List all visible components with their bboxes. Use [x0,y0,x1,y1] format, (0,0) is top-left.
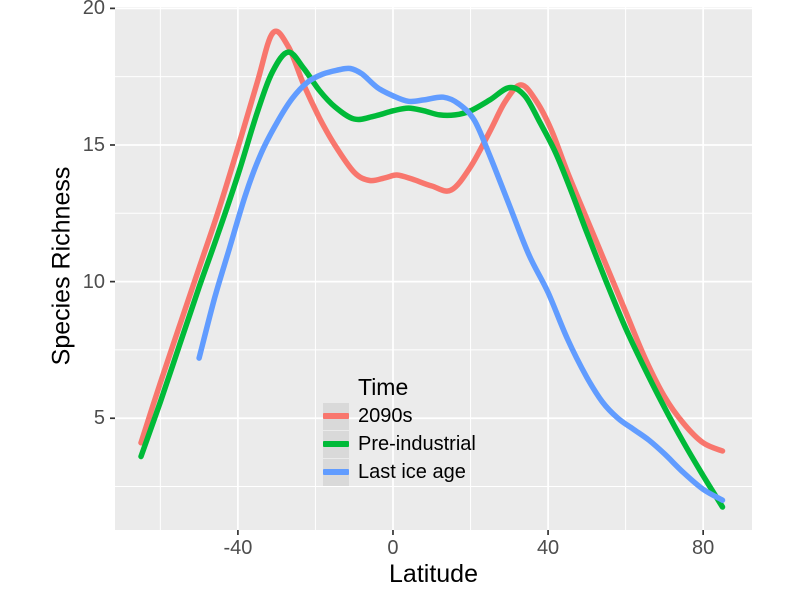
legend-label: Last ice age [358,460,466,483]
curve-last-ice-age [196,65,726,503]
y-tick-label: 15 [82,133,105,156]
legend-key-pre-industrial [323,430,349,458]
legend-item-pre-industrial: Pre-industrial [323,430,476,458]
legend-label: 2090s [358,404,413,427]
legend-line-icon [323,469,349,475]
y-tick-label: 20 [82,0,105,20]
x-tick-label: -40 [223,537,253,559]
legend-key-2090s [323,402,349,430]
y-tick-label: 5 [93,407,105,430]
x-tick-label: 80 [692,537,715,559]
x-tick-label: 40 [536,537,560,559]
curve-2090s [138,28,726,454]
legend: Time 2090s Pre-industrial Last ice age [323,374,476,486]
legend-label: Pre-industrial [358,432,476,455]
y-axis-title: Species Richness [47,166,76,366]
x-tick-label: 0 [387,537,399,559]
legend-item-last-ice-age: Last ice age [323,458,476,486]
legend-item-2090s: 2090s [323,402,476,430]
legend-line-icon [323,441,349,447]
x-axis-title: Latitude [389,560,478,588]
y-tick-label: 10 [82,270,105,293]
legend-line-icon [323,413,349,419]
legend-title: Time [358,374,409,400]
legend-key-last-ice-age [323,458,349,486]
curve-pre-industrial [138,49,726,510]
